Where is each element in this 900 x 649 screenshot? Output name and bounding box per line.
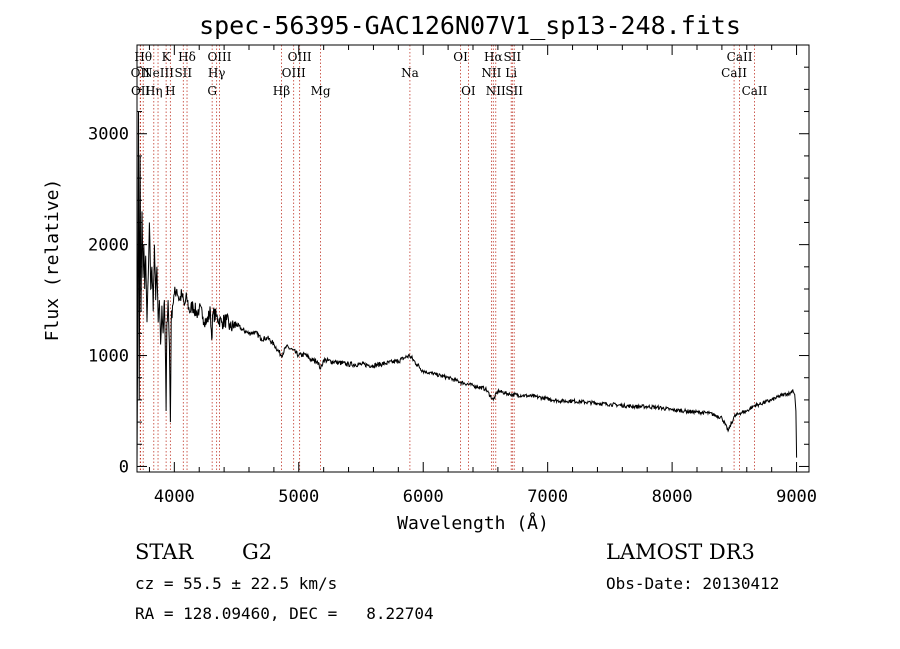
line-label-10: Hγ (208, 66, 226, 80)
line-label-27: CaII (742, 84, 768, 98)
spectrum-line (136, 111, 798, 467)
x-tick-label-5: 9000 (776, 487, 817, 507)
line-label-12: Hβ (273, 84, 290, 98)
y-axis-label: Flux (relative) (42, 179, 63, 342)
line-label-1: OII (131, 84, 151, 98)
x-tick-label-0: 4000 (154, 487, 195, 507)
line-label-13: OIII (282, 66, 306, 80)
redshift-cz: cz = 55.5 ± 22.5 km/s (135, 574, 338, 593)
line-label-14: OIII (288, 50, 312, 64)
plot-frame (136, 44, 810, 473)
line-label-6: H (165, 84, 175, 98)
obs-date: Obs-Date: 20130412 (606, 574, 780, 593)
line-label-22: Li (505, 66, 517, 80)
x-tick-label-2: 6000 (403, 487, 444, 507)
object-subclass: G2 (242, 540, 273, 564)
coordinates: RA = 128.09460, DEC = 8.22704 (135, 604, 434, 623)
x-axis-ticks: 4000 5000 6000 7000 8000 9000 (148, 45, 817, 507)
y-tick-label-1: 1000 (88, 347, 129, 367)
line-label-25: CaII (721, 66, 747, 80)
line-label-20: Hα (484, 50, 503, 64)
line-label-15: Mg (311, 84, 331, 98)
y-tick-label-2: 2000 (88, 236, 129, 256)
y-axis-ticks: 0 1000 2000 3000 (88, 66, 809, 477)
line-label-0: OII (131, 66, 151, 80)
x-tick-label-1: 5000 (278, 487, 319, 507)
y-tick-label-0: 0 (119, 457, 129, 477)
x-tick-label-3: 7000 (527, 487, 568, 507)
line-labels: OII OII Hθ Hη NeIII K H SII Hδ G Hγ OIII Hβ OIII OIII M… (131, 50, 768, 98)
line-label-24: SII (505, 84, 523, 98)
x-axis-label: Wavelength (Å) (397, 512, 549, 534)
object-class: STAR (135, 540, 194, 564)
y-tick-label-3: 3000 (88, 125, 129, 145)
line-label-11: OIII (207, 50, 231, 64)
line-label-23: SII (503, 50, 521, 64)
chart-title: spec-56395-GAC126N07V1_sp13-248.fits (199, 11, 741, 40)
line-label-18: OI (461, 84, 476, 98)
line-label-21: NII (486, 84, 506, 98)
data-layer (136, 111, 798, 467)
line-label-2: Hθ (134, 50, 152, 64)
x-tick-label-4: 8000 (652, 487, 693, 507)
line-markers (139, 45, 755, 472)
line-label-3: Hη (145, 84, 163, 98)
line-label-5: K (162, 50, 172, 64)
line-label-16: Na (401, 66, 419, 80)
line-label-7: SII (174, 66, 192, 80)
line-label-26: CaII (727, 50, 753, 64)
line-label-4: NeIII (142, 66, 174, 80)
line-label-19: NII (481, 66, 501, 80)
survey-name: LAMOST DR3 (606, 540, 755, 564)
line-label-17: OI (453, 50, 468, 64)
line-label-9: G (207, 84, 217, 98)
line-label-8: Hδ (178, 50, 196, 64)
